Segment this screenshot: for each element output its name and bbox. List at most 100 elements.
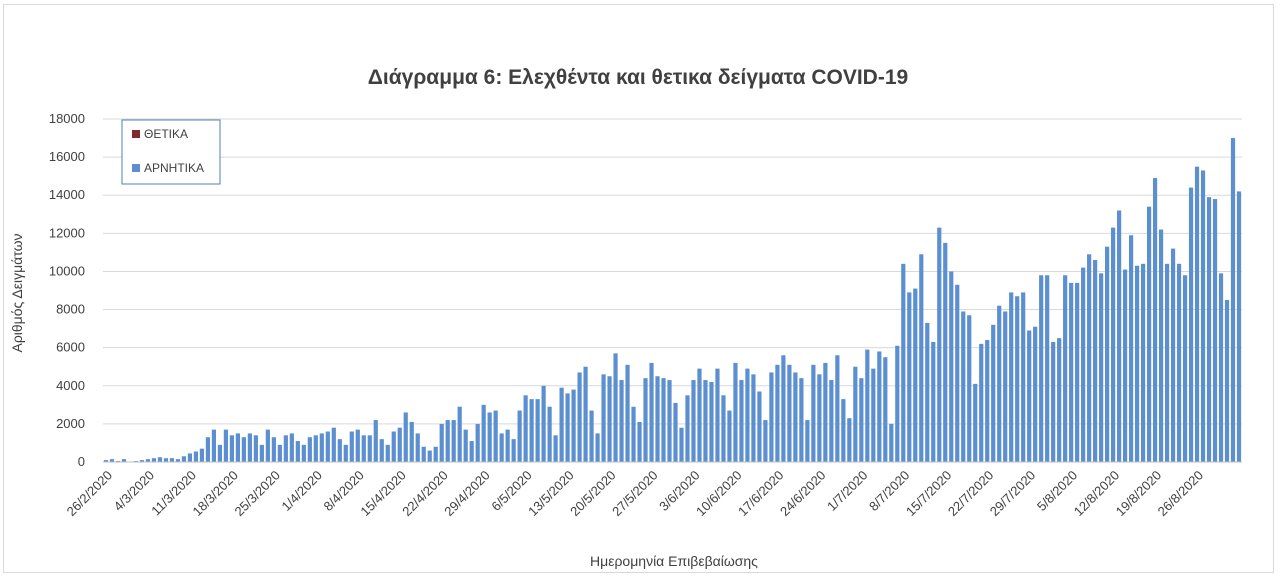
bar-negative [175,459,181,462]
bar-negative [547,406,552,462]
bar-negative [295,441,300,462]
bar-negative [1093,260,1098,462]
bar-negative [139,460,145,462]
bar-negative [1206,197,1212,462]
y-axis-title: Αριθμός Δειγμάτων [9,233,25,352]
bar-negative [1075,282,1080,462]
bar-negative [859,378,864,462]
bar-negative [559,387,564,462]
x-axis-ticks: 26/2/20204/3/202011/3/202018/3/202025/3/… [64,468,1207,520]
legend-label-positive: ΘΕΤΙΚΑ [144,127,188,141]
bar-negative [193,451,199,462]
bar-negative [1218,273,1224,462]
bar-negative [649,362,654,462]
bar-negative [919,254,924,462]
x-tick-label: 29/4/2020 [441,468,493,520]
bar-negative [613,353,618,462]
bar-negative [385,444,390,462]
bar-negative [1057,338,1062,462]
bar-negative [271,437,276,462]
bar-negative [1212,199,1218,463]
bar-negative [223,429,228,462]
bar-negative [1224,300,1230,462]
bar-negative [313,435,318,462]
bar-negative [775,364,780,462]
bar-negative [433,446,438,462]
bar-negative [289,433,294,462]
bar-negative [283,435,288,462]
bar-negative [883,357,888,462]
bar-negative [235,433,240,462]
bar-negative [343,444,348,462]
gridlines [103,118,1242,463]
bar-negative [1105,246,1110,462]
bar-negative [217,444,222,462]
bar-negative [1152,178,1158,463]
x-tick-label: 25/3/2020 [231,468,283,520]
bar-negative [799,378,804,462]
bar-negative [355,429,360,462]
bar-negative [655,376,660,462]
bar-negative [1081,267,1086,462]
bar-negative [751,374,756,462]
bar-negative [1134,265,1140,462]
bar-negative [793,372,798,462]
bar-negative [1170,248,1176,462]
bar-negative [595,433,600,462]
bar-negative [1182,275,1188,462]
bar-negative [379,439,384,462]
bar-negative [1069,282,1074,462]
bar-negative [445,420,450,462]
bar-negative [733,362,738,462]
bar-negative [1128,235,1134,462]
bar-negative [715,368,720,462]
bar-negative [703,380,708,462]
bar-negative [913,288,918,462]
y-axis-ticks: 0 2000 4000 6000 8000 10000 12000 14000 16000 180… [49,111,85,469]
bar-negative [1051,341,1056,462]
bar-negative [505,429,510,462]
bar-negative [805,420,810,462]
bar-negative [643,378,648,462]
bar-negative [229,435,234,462]
bar-negative [415,433,420,462]
bar-negative [979,343,984,462]
bar-negative [877,351,882,462]
x-tick-label: 1/7/2020 [824,468,870,514]
x-tick-label: 24/6/2020 [777,468,829,520]
bar-negative [811,364,816,462]
bar-negative [925,322,930,462]
bar-negative [451,420,456,462]
legend-swatch-positive [132,130,140,138]
bar-negative [937,227,942,462]
bar-negative [1003,311,1008,462]
bar-negative [265,429,270,462]
bar-negative [739,380,744,462]
bar-negative [463,429,468,462]
bar-negative [391,431,396,462]
legend: ΘΕΤΙΚΑ ΑΡΝΗΤΙΚΑ [121,119,221,185]
bar-negative [985,340,990,462]
bar-negative [349,431,354,462]
y-tick-label: 0 [78,454,85,469]
bar-negative [619,380,624,462]
y-tick-label: 2000 [56,416,85,431]
y-tick-label: 18000 [49,111,85,126]
bar-negative [1021,292,1026,462]
bar-negative [511,439,516,462]
bar-negative [571,389,576,462]
y-tick-label: 16000 [49,149,85,164]
bar-negative [673,402,678,462]
bar-negative [493,410,498,462]
bar-negative [367,435,372,462]
bar-negative [475,423,480,462]
bar-negative [487,412,492,462]
bar-negative [307,437,312,462]
bar-negative [721,395,726,462]
bar-negative [523,395,528,462]
bar-negative [577,372,582,462]
bar-negative [1117,210,1122,462]
bar-negative [847,418,852,462]
x-tick-label: 27/5/2020 [609,468,661,520]
bar-negative [565,393,570,462]
